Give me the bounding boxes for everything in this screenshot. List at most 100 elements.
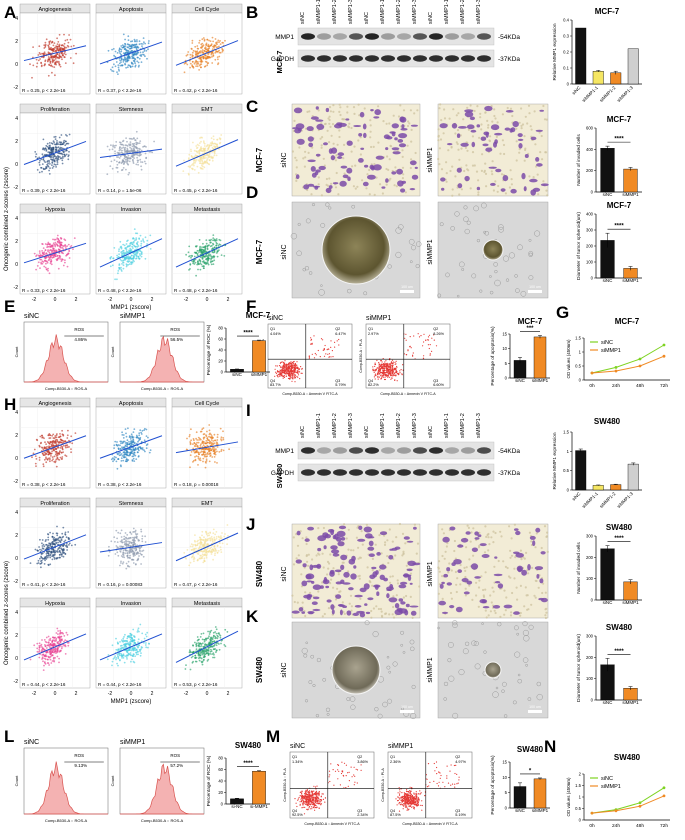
spheroid: [321, 215, 391, 285]
event-dot: [409, 804, 411, 806]
pore: [373, 163, 376, 166]
scatter-point: [136, 39, 138, 41]
stained-cell: [442, 536, 450, 543]
scatter-point: [114, 50, 117, 53]
event-dot: [280, 375, 283, 377]
scatter-point: [62, 45, 65, 47]
scatter-point: [200, 59, 203, 61]
scatter-point: [54, 58, 57, 60]
pore: [407, 120, 410, 123]
stained-cell: [358, 133, 363, 137]
scatter-point: [202, 55, 205, 58]
event-dot: [383, 371, 385, 373]
event-dot: [378, 368, 380, 370]
scatter-point: [114, 278, 116, 281]
stained-cell: [464, 109, 474, 113]
debris: [395, 227, 402, 234]
debris: [363, 291, 368, 296]
event-dot: [400, 799, 402, 801]
x-tick-label: 2: [75, 297, 78, 303]
scatter-point: [121, 44, 124, 47]
event-dot: [436, 773, 438, 775]
pore: [544, 616, 548, 620]
scatter-point: [63, 141, 66, 144]
pore: [494, 531, 497, 535]
event-dot: [383, 367, 385, 369]
scatter-point: [40, 262, 43, 265]
pore: [491, 160, 494, 163]
pore: [416, 542, 420, 545]
event-dot: [376, 367, 378, 369]
scatter-point: [57, 239, 60, 242]
debris: [372, 631, 379, 638]
pore: [370, 609, 373, 613]
pore: [396, 582, 400, 585]
scatter-point: [127, 163, 130, 166]
stained-cell: [346, 140, 353, 146]
scatter-point: [117, 66, 120, 69]
debris: [398, 224, 404, 230]
scatter-point: [34, 151, 37, 153]
event-dot: [353, 784, 355, 786]
event-dot: [319, 356, 321, 358]
scatter-point: [52, 238, 54, 241]
scatter-point: [44, 161, 47, 164]
stained-cell: [340, 537, 346, 541]
scatter-point: [49, 167, 51, 170]
event-dot: [316, 785, 318, 787]
event-dot: [414, 798, 416, 801]
event-dot: [288, 374, 290, 377]
panel-letter-m: M: [266, 727, 280, 746]
scatter-point: [38, 45, 41, 48]
stained-cell: [449, 605, 455, 609]
apoptosis-ylabel: Comp-B530-A :: PI-A: [283, 768, 287, 802]
scatter-point: [56, 234, 59, 237]
scatter-point: [194, 45, 197, 48]
scatter-point: [199, 60, 202, 63]
scatter-point: [120, 50, 123, 53]
event-dot: [328, 776, 330, 778]
event-dot: [379, 370, 382, 372]
pore: [322, 566, 325, 569]
scatter-point: [144, 55, 146, 58]
stained-cell: [464, 111, 474, 118]
stained-cell: [514, 528, 519, 531]
event-dot: [306, 808, 308, 811]
scatter-point: [124, 158, 127, 161]
pore: [457, 148, 460, 151]
spheroid-image-sw480-simmp1: 100 um: [437, 620, 549, 719]
pore: [497, 559, 500, 563]
pore: [437, 139, 440, 142]
pore: [382, 120, 385, 123]
event-dot: [345, 775, 347, 777]
event-dot: [311, 790, 313, 792]
pore: [493, 609, 496, 612]
scatter-point: [35, 65, 38, 68]
pore: [508, 525, 511, 528]
pore: [545, 535, 548, 539]
event-dot: [312, 803, 314, 805]
scatter-point: [55, 55, 58, 58]
event-dot: [397, 372, 399, 374]
scatter-point: [135, 130, 138, 133]
stained-cell: [304, 538, 310, 542]
event-dot: [417, 333, 419, 335]
pore: [475, 170, 479, 173]
event-dot: [415, 798, 418, 800]
lane-label: siMMP1-2: [460, 413, 466, 438]
event-dot: [403, 797, 405, 800]
western-blot-sw480: siNC siMMP1-1 siMMP1-2 siMMP1-3 siNC siMMP1-1…: [271, 413, 521, 488]
scatter-point: [41, 170, 43, 173]
pore: [510, 178, 513, 181]
event-dot: [433, 780, 435, 783]
scatter-point: [65, 46, 68, 49]
pore: [304, 591, 307, 594]
stained-cell: [376, 591, 380, 596]
event-dot: [307, 809, 309, 811]
event-dot: [315, 794, 317, 796]
pore: [401, 532, 405, 536]
scatter-point: [122, 163, 125, 166]
stained-cell: [337, 156, 343, 159]
event-dot: [414, 801, 416, 804]
